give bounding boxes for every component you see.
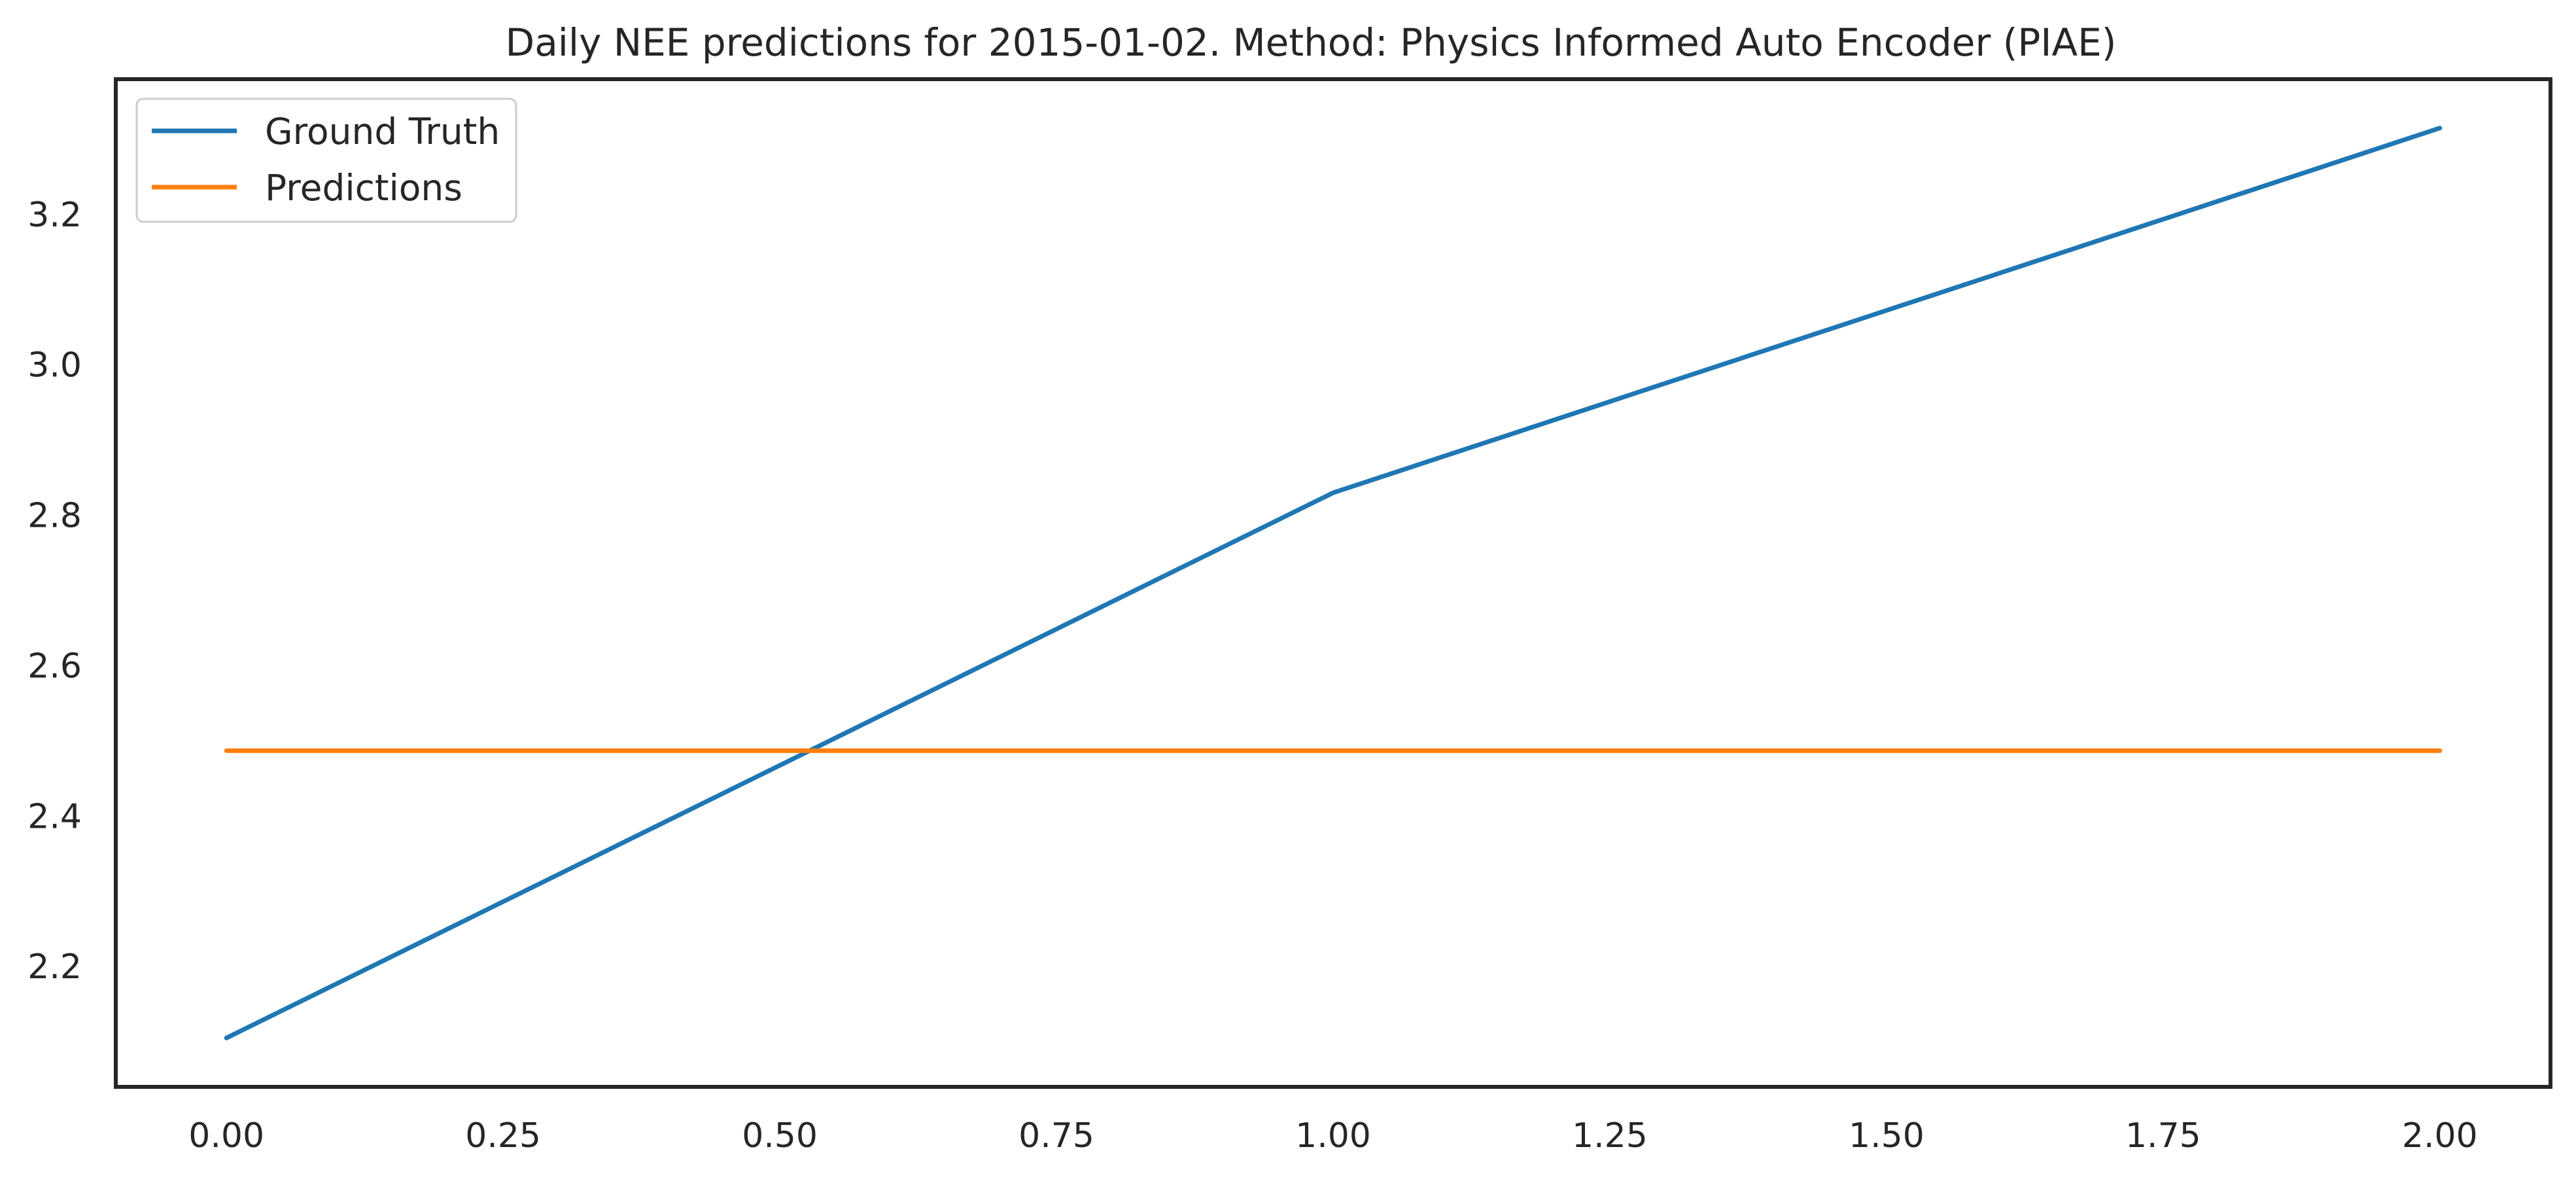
x-tick-label: 1.75 — [2125, 1116, 2201, 1156]
x-tick-label: 1.25 — [1572, 1116, 1648, 1156]
plot-frame — [114, 77, 2552, 1089]
x-tick-label: 0.75 — [1018, 1116, 1094, 1156]
legend-label: Predictions — [265, 167, 462, 209]
x-axis: 0.00 0.25 0.50 0.75 1.00 1.25 1.50 1.75 2.00 — [188, 1116, 2477, 1156]
chart-title: Daily NEE predictions for 2015-01-02. Me… — [506, 20, 2117, 65]
x-tick-label: 0.50 — [742, 1116, 818, 1156]
y-axis: 2.2 2.4 2.6 2.8 3.0 3.2 — [27, 196, 82, 987]
x-tick-label: 2.00 — [2402, 1116, 2478, 1156]
y-tick-label: 3.0 — [27, 346, 82, 385]
y-tick-label: 2.6 — [27, 646, 82, 686]
x-tick-label: 0.00 — [188, 1116, 264, 1156]
y-tick-label: 3.2 — [27, 196, 82, 235]
series-layer — [224, 126, 2443, 1040]
legend-label: Ground Truth — [265, 111, 500, 152]
y-tick-label: 2.2 — [27, 947, 82, 987]
y-tick-label: 2.8 — [27, 497, 82, 536]
y-tick-label: 2.4 — [27, 797, 82, 836]
x-tick-label: 1.00 — [1295, 1116, 1371, 1156]
x-tick-label: 0.25 — [465, 1116, 541, 1156]
legend: Ground Truth Predictions — [135, 97, 517, 223]
x-tick-label: 1.50 — [1849, 1116, 1924, 1156]
